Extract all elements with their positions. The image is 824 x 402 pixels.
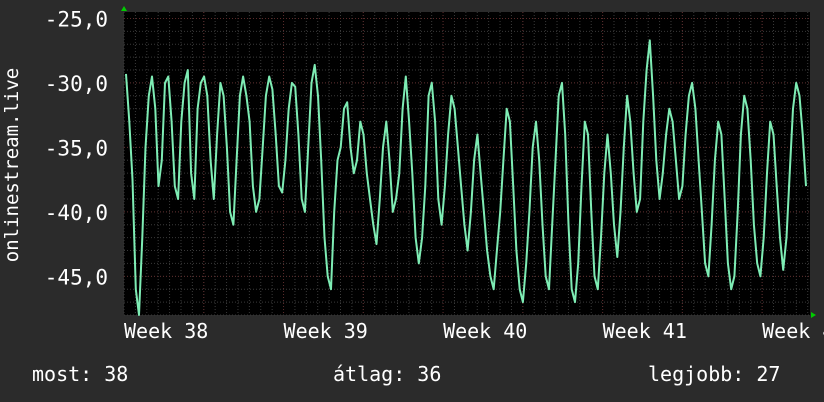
y-tick-label: -25,0 [45,7,108,31]
line-chart: -25,0 -30,0 -35,0 -40,0 -45,0 Week 38 Week 39… [45,6,824,343]
x-axis: Week 38 Week 39 Week 40 Week 41 Week 4 [124,319,824,343]
y-tick-label: -30,0 [45,72,108,96]
y-axis-arrow [121,6,127,11]
y-tick-label: -45,0 [45,265,108,289]
stat-current: most: 38 [32,362,129,386]
x-tick-label: Week 39 [284,319,368,343]
y-axis-title: onlinestream.live [1,67,23,263]
x-axis-arrow [811,312,816,318]
axis-arrows [121,6,816,318]
y-tick-label: -35,0 [45,136,108,160]
stat-best: legjobb: 27 [648,362,781,386]
y-tick-label: -40,0 [45,201,108,225]
x-tick-label: Week 4 [762,319,824,343]
x-tick-label: Week 40 [443,319,527,343]
x-tick-label: Week 41 [603,319,687,343]
y-axis: -25,0 -30,0 -35,0 -40,0 -45,0 [45,7,108,289]
stats-bar: most: 38 átlag: 36 legjobb: 27 [0,362,824,390]
series-line [125,39,807,316]
x-tick-label: Week 38 [124,319,208,343]
stat-average: átlag: 36 [333,362,442,386]
